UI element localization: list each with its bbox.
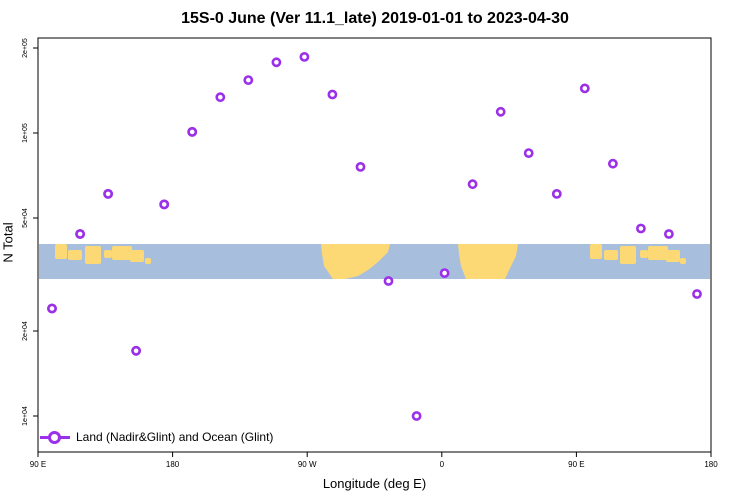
data-point: [187, 126, 198, 137]
land-island: [112, 246, 132, 260]
x-tick-label: 90 E: [568, 460, 584, 469]
data-point: [495, 106, 506, 117]
y-tick-label: 2e+04: [22, 321, 29, 341]
data-point: [383, 276, 394, 286]
data-point: [355, 161, 366, 172]
data-point: [47, 303, 57, 314]
data-point: [439, 268, 450, 278]
x-tick-label: 180: [704, 460, 718, 469]
data-point: [75, 229, 85, 239]
land-africa: [458, 244, 518, 279]
land-island: [648, 246, 668, 260]
axis-ticks: 90 E 180 90 W 0 90 E 180 1e+04 2e+04 5e+04 1e+05 2…: [22, 38, 718, 469]
data-point: [103, 188, 113, 199]
legend-label: Land (Nadir&Glint) and Ocean (Glint): [76, 430, 274, 444]
data-point: [271, 57, 282, 68]
data-point: [608, 158, 618, 169]
data-point: [692, 289, 702, 299]
land-island: [104, 250, 112, 258]
land-island: [130, 250, 144, 262]
data-point: [636, 223, 646, 234]
map-background: [39, 244, 710, 279]
data-point: [523, 148, 534, 158]
y-tick-label: 1e+05: [22, 123, 29, 143]
land-island: [68, 250, 82, 260]
land-south-america: [321, 244, 390, 279]
x-tick-label: 0: [440, 460, 445, 469]
y-tick-label: 5e+04: [22, 208, 29, 228]
data-point: [159, 199, 170, 210]
land-island: [666, 250, 680, 262]
land-island: [620, 246, 636, 264]
chart-title: 15S-0 June (Ver 11.1_late) 2019-01-01 to…: [181, 10, 569, 27]
x-axis-label: Longitude (deg E): [322, 476, 427, 491]
data-point: [327, 89, 338, 100]
land-island: [145, 258, 151, 264]
y-axis-label: N Total: [0, 222, 16, 263]
legend: Land (Nadir&Glint) and Ocean (Glint): [40, 428, 273, 446]
x-tick-label: 180: [166, 460, 180, 469]
data-point: [579, 83, 590, 94]
data-point: [131, 345, 141, 356]
data-point: [299, 52, 310, 62]
data-point: [664, 229, 674, 239]
y-tick-label: 2e+05: [22, 38, 29, 58]
x-tick-label: 90 W: [298, 460, 317, 469]
data-points: [47, 52, 702, 421]
land-island: [640, 250, 648, 258]
x-tick-label: 90 E: [30, 460, 46, 469]
data-point: [551, 188, 562, 199]
land-island: [680, 258, 686, 264]
land-island: [590, 244, 602, 259]
land-island: [55, 244, 67, 259]
data-point: [215, 92, 226, 103]
legend-marker: [40, 430, 70, 444]
y-tick-label: 1e+04: [22, 406, 29, 426]
data-point: [243, 75, 254, 85]
data-point: [411, 411, 422, 421]
land-island: [85, 246, 101, 264]
data-point: [467, 179, 478, 190]
land-island: [604, 250, 618, 260]
